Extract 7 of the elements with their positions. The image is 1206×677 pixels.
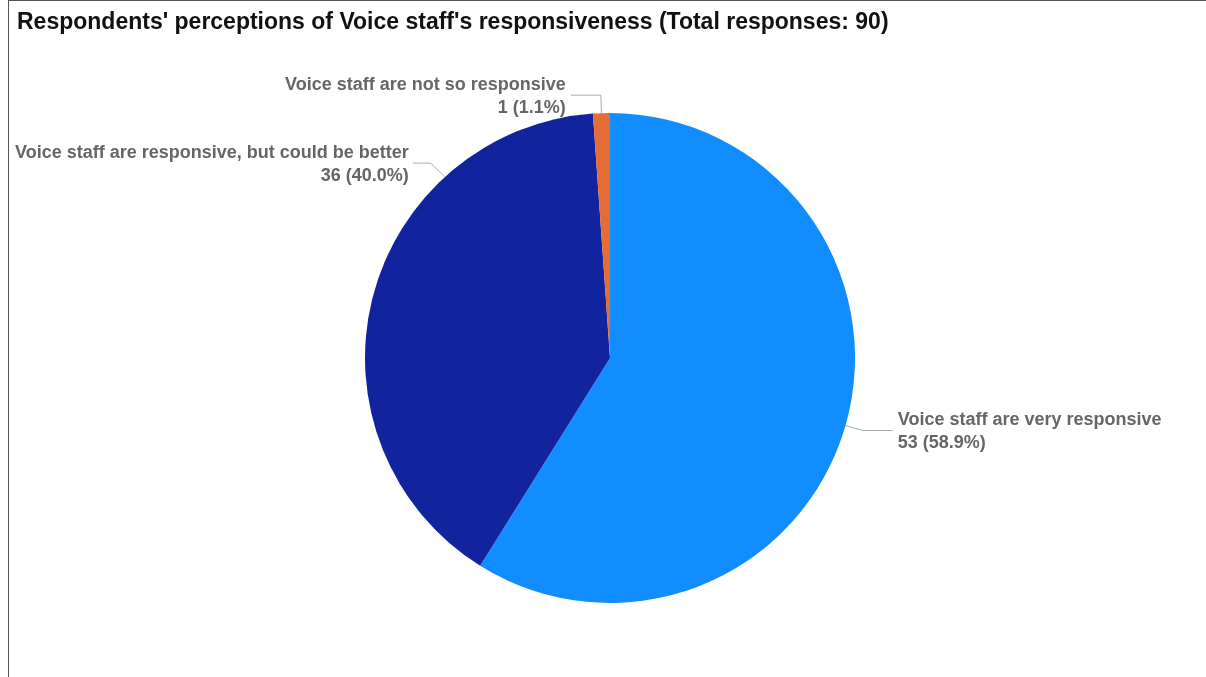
slice-label: Voice staff are responsive, but could be better xyxy=(14,141,409,162)
chart-title: Respondents' perceptions of Voice staff's responsiveness (Total responses: 90) xyxy=(17,7,889,34)
data-label: 53 (58.9%) xyxy=(897,431,986,452)
slice-label: Voice staff are very responsive xyxy=(897,408,1162,429)
data-label: 1 (1.1%) xyxy=(497,96,566,117)
data-label: 36 (40.0%) xyxy=(320,164,409,185)
slice-label: Voice staff are not so responsive xyxy=(285,73,566,94)
